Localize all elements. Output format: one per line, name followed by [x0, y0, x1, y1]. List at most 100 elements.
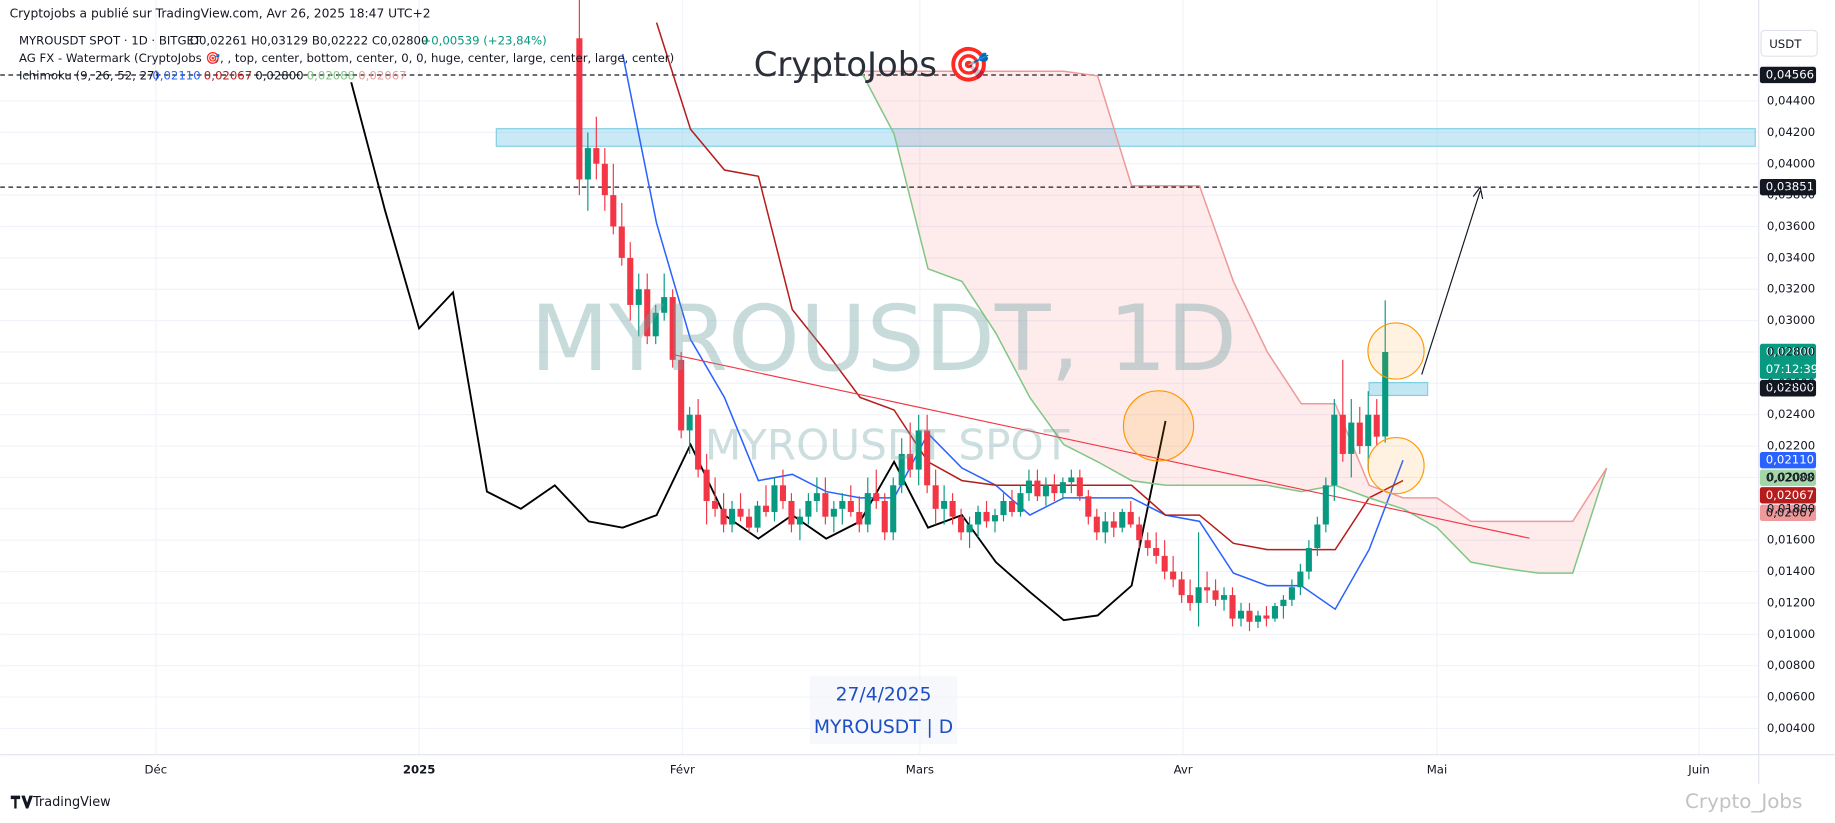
candle-body	[1382, 351, 1389, 437]
tv-icon	[10, 795, 33, 809]
candle-body	[601, 163, 608, 196]
x-tick-label: Avr	[1174, 762, 1193, 776]
candle-body	[1288, 587, 1295, 600]
candle-body	[1110, 521, 1117, 528]
candle-body	[618, 226, 625, 258]
candle-body	[635, 289, 642, 305]
candle-body	[1246, 610, 1253, 622]
change: +0,00539 (+23,84%)	[421, 33, 546, 47]
candle-body	[1314, 524, 1321, 549]
candle-body	[788, 500, 795, 525]
highlight-circle	[1367, 322, 1425, 380]
brand-watermark: CryptoJobs 🎯	[754, 46, 990, 85]
y-tick-label: 0,03200	[1767, 282, 1815, 296]
author-watermark: Crypto_Jobs	[1685, 790, 1802, 813]
ichimoku-values: 0,02110 0,02067 0,02800 0,02088 0,02067	[152, 69, 406, 83]
candle-body	[1365, 414, 1372, 447]
candle-body	[1008, 500, 1016, 512]
price-tag	[1759, 487, 1817, 504]
candle-body	[771, 485, 778, 512]
candle-body	[1127, 511, 1134, 525]
y-tick-label: 0,02600	[1767, 376, 1815, 390]
candle-body	[1212, 590, 1219, 600]
watermark-indicator: AG FX - Watermark (CryptoJobs 🎯, , top, …	[19, 51, 674, 65]
candle-body	[1042, 485, 1049, 497]
candle-body	[576, 38, 583, 180]
candle-body	[610, 195, 617, 227]
y-tick-label: 0,03000	[1767, 313, 1815, 327]
candle-body	[839, 500, 846, 509]
candles	[576, 0, 1389, 632]
y-tick-label: 0,01400	[1767, 564, 1815, 578]
candle-body	[958, 516, 965, 533]
candle-body	[652, 312, 659, 337]
candle-body	[1051, 485, 1058, 494]
price-tag	[1759, 504, 1817, 522]
y-tick-label: 0,01600	[1767, 533, 1815, 547]
indicator-line	[859, 69, 1608, 574]
target-zone	[1368, 382, 1429, 397]
currency-box[interactable]	[1760, 29, 1818, 57]
y-tick-label: 0,04400	[1767, 94, 1815, 108]
projection-arrow	[1421, 190, 1481, 375]
y-tick-label: 0,03600	[1767, 219, 1815, 233]
candle-body	[1170, 571, 1177, 580]
ichimoku-value: 0,02067	[358, 69, 406, 83]
y-tick-label: 0,02200	[1767, 439, 1815, 453]
y-tick-label: 0,04000	[1767, 156, 1815, 170]
candle-body	[847, 500, 854, 512]
candle-body	[737, 508, 744, 517]
candle-body	[796, 516, 803, 525]
ichimoku-cloud	[860, 69, 1607, 574]
candle-body	[898, 453, 905, 486]
candle-body	[1034, 480, 1041, 497]
y-tick-label: 0,00400	[1767, 721, 1815, 735]
ichimoku-value: 0,02800	[255, 69, 303, 83]
footer-logo: TradingView	[32, 795, 111, 810]
indicator-line	[621, 53, 1404, 611]
x-tick-label: Mai	[1427, 762, 1448, 776]
candle-body	[1263, 615, 1270, 619]
candle-body	[712, 500, 719, 509]
y-tick-label: 0,00600	[1767, 690, 1815, 704]
grid	[0, 0, 1759, 755]
price-tag-label: 0,04566	[1766, 67, 1814, 81]
candle-body	[830, 508, 837, 517]
candle-body	[1119, 511, 1126, 528]
candle-body	[678, 359, 685, 431]
highlight-circle	[1367, 436, 1425, 495]
candle-body	[822, 493, 829, 517]
ichimoku-value: 0,02110	[152, 69, 200, 83]
candle-body	[1348, 422, 1355, 454]
candle-body	[1280, 599, 1287, 607]
candle-body	[669, 297, 676, 360]
symbol-info: MYROUSDT SPOT · 1D · BITGET	[19, 33, 202, 47]
price-tags: 0,045660,038510,0280007:12:390,028000,02…	[1759, 66, 1819, 522]
ichimoku-title: Ichimoku (9, 26, 52, 27)	[19, 69, 159, 83]
x-tick-label: Déc	[145, 762, 168, 776]
candle-body	[1271, 606, 1278, 619]
candle-body	[1356, 422, 1363, 447]
indicator-line	[350, 81, 1167, 622]
ichimoku-value: 0,02067	[204, 69, 252, 83]
candle-body	[1254, 615, 1262, 622]
candle-body	[703, 469, 710, 501]
candle-body	[1093, 516, 1100, 533]
candle-body	[1220, 595, 1228, 600]
candle-body	[1331, 414, 1338, 486]
candle-body	[762, 505, 770, 512]
price-tag	[1759, 380, 1817, 397]
candle-body	[1229, 595, 1236, 619]
candle-body	[1178, 579, 1185, 596]
candle-body	[661, 297, 668, 313]
date-watermark: 27/4/2025	[836, 684, 932, 705]
x-tick-label: Juin	[1687, 762, 1710, 776]
candle-body	[686, 414, 693, 431]
price-tag-label: 0,02800	[1766, 344, 1814, 358]
price-tag-countdown: 07:12:39	[1766, 362, 1819, 376]
candle-body	[745, 516, 753, 528]
candle-body	[1187, 595, 1194, 603]
y-tick-label: 0,02400	[1767, 407, 1815, 421]
candle-body	[915, 430, 922, 470]
